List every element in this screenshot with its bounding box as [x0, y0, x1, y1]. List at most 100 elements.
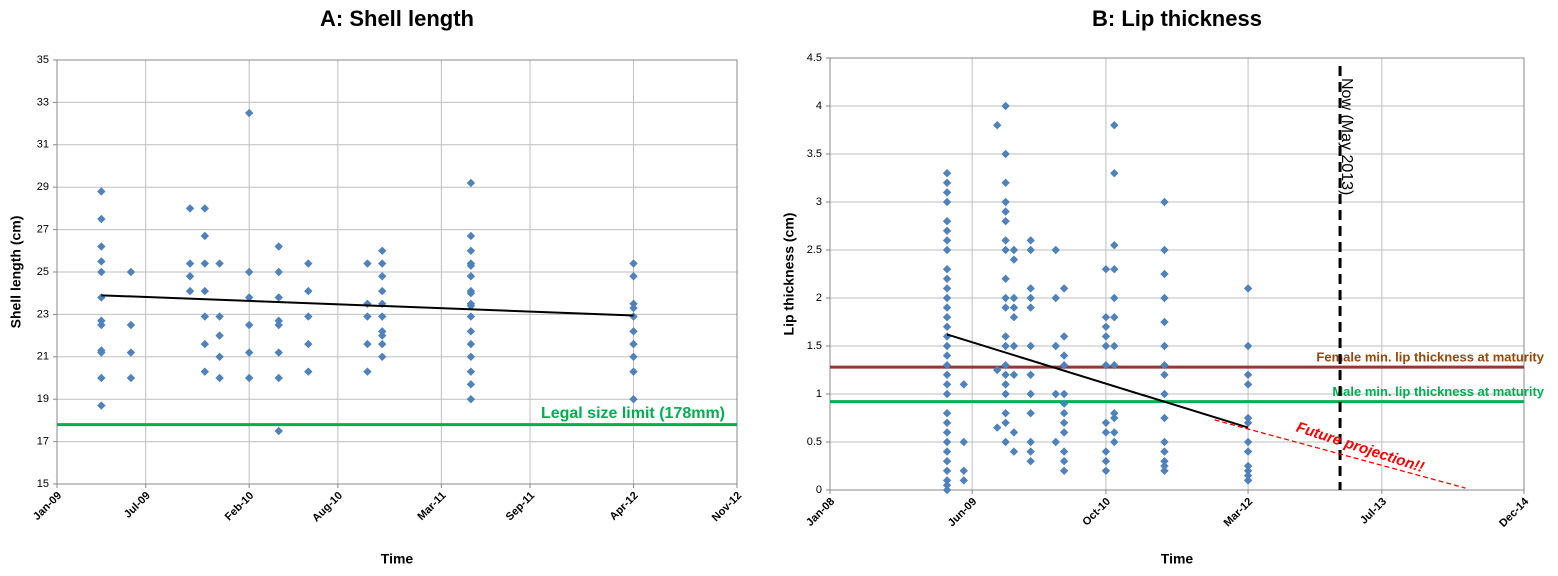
data-point — [1059, 351, 1069, 360]
trend-line — [101, 294, 634, 317]
data-point — [942, 361, 952, 370]
data-point — [1101, 313, 1111, 322]
data-point — [1059, 284, 1069, 293]
data-point — [1026, 409, 1035, 418]
y-tick-label: 4.5 — [807, 52, 822, 64]
data-point — [466, 261, 476, 270]
data-point — [1160, 461, 1169, 471]
data-point — [1009, 293, 1019, 303]
projection-line — [1214, 419, 1466, 489]
data-point — [1110, 437, 1119, 447]
data-point — [1160, 370, 1169, 379]
x-tick-label: Mar-12 — [1222, 496, 1256, 530]
data-point — [215, 312, 224, 321]
data-point — [126, 267, 136, 277]
data-point — [185, 272, 195, 281]
data-point — [1243, 370, 1253, 379]
y-tick-label: 23 — [37, 308, 49, 320]
data-point — [378, 312, 387, 321]
y-tick-label: 1 — [816, 388, 822, 400]
data-point — [1059, 409, 1069, 418]
data-point — [244, 267, 254, 277]
data-point — [629, 312, 638, 321]
data-point — [1001, 409, 1010, 418]
data-point — [1026, 284, 1035, 293]
data-point — [1110, 413, 1119, 423]
data-point — [1001, 207, 1010, 216]
data-point — [304, 312, 313, 321]
data-point — [1001, 361, 1010, 370]
data-point — [1243, 418, 1253, 427]
data-point — [942, 409, 952, 418]
data-point — [1101, 428, 1111, 437]
data-point — [185, 286, 195, 296]
data-point — [466, 246, 476, 255]
data-point — [1110, 313, 1119, 322]
data-point — [1026, 370, 1035, 379]
data-point — [466, 352, 476, 361]
data-point — [274, 373, 283, 383]
data-point — [1059, 418, 1069, 427]
data-point — [942, 341, 952, 351]
data-point — [1001, 370, 1010, 379]
data-point — [466, 312, 476, 321]
data-point — [1110, 121, 1119, 130]
data-point — [126, 373, 136, 383]
data-point — [244, 293, 254, 302]
data-point — [942, 389, 952, 399]
data-point — [942, 226, 952, 235]
y-tick-label: 15 — [37, 478, 49, 490]
data-point — [993, 365, 1002, 375]
data-point — [942, 457, 952, 466]
data-point — [97, 257, 106, 266]
data-point — [244, 108, 254, 118]
y-tick-label: 1.5 — [807, 340, 822, 352]
data-point — [942, 178, 952, 187]
y-tick-label: 0 — [816, 484, 822, 496]
data-point — [1101, 457, 1111, 466]
data-point — [1026, 389, 1035, 399]
data-point — [1243, 476, 1253, 485]
data-point — [244, 320, 254, 330]
x-tick-label: Sep-11 — [504, 490, 538, 524]
y-tick-label: 25 — [37, 266, 49, 278]
data-point — [1101, 332, 1111, 341]
y-tick-label: 2 — [816, 292, 822, 304]
data-point — [466, 272, 476, 281]
data-point — [304, 367, 313, 376]
data-point — [1101, 447, 1111, 456]
reference-line-label: Legal size limit (178mm) — [541, 405, 725, 422]
data-point — [200, 231, 210, 241]
data-point — [1059, 332, 1069, 341]
data-point — [942, 351, 952, 360]
y-axis-title: Shell length (cm) — [8, 216, 24, 329]
data-point — [1001, 149, 1010, 159]
data-point — [466, 339, 476, 349]
data-point — [200, 286, 210, 296]
data-point — [466, 289, 476, 298]
data-point — [629, 299, 638, 308]
data-point — [1101, 265, 1111, 274]
y-axis-title: Lip thickness (cm) — [781, 213, 797, 336]
data-point — [244, 373, 254, 383]
data-point — [942, 428, 952, 437]
data-point — [466, 395, 476, 404]
data-point — [1160, 413, 1169, 423]
projection-label: Future projection!! — [1294, 419, 1426, 476]
data-point — [1059, 466, 1069, 475]
data-point — [1009, 370, 1019, 379]
data-point — [185, 259, 195, 268]
data-point — [378, 246, 387, 255]
data-point — [274, 316, 283, 325]
data-point — [200, 312, 210, 321]
x-axis-title: Time — [1161, 551, 1194, 567]
data-point — [942, 313, 952, 322]
data-point — [959, 476, 968, 485]
data-point — [363, 339, 372, 349]
data-point — [1110, 265, 1119, 274]
data-point — [378, 352, 387, 361]
data-point — [1009, 428, 1019, 437]
data-point — [942, 265, 952, 274]
